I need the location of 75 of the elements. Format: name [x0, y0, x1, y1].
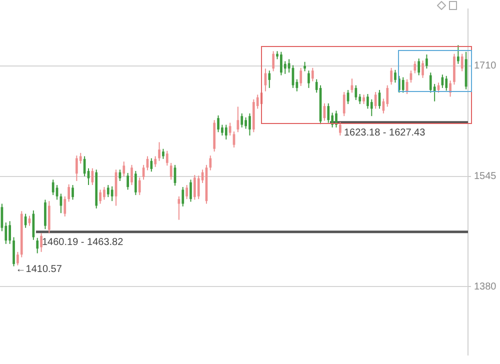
- candlestick: [335, 110, 338, 128]
- candlestick: [106, 184, 110, 198]
- candlestick: [418, 58, 420, 76]
- candlestick: [130, 164, 133, 186]
- candlestick: [68, 184, 70, 202]
- candlestick: [422, 60, 424, 78]
- candlestick: [170, 162, 172, 180]
- candlestick: [162, 148, 164, 160]
- candlestick: [182, 186, 184, 207]
- candlestick: [240, 112, 244, 128]
- candlestick: [178, 196, 180, 220]
- band-label: 1460.19 - 1463.82: [42, 236, 124, 248]
- candlestick: [414, 60, 416, 74]
- candlestick: [16, 251, 19, 266]
- candlestick: [44, 199, 46, 230]
- candlestick: [386, 84, 389, 108]
- candlestick: [158, 142, 160, 162]
- candlestick: [370, 98, 373, 117]
- candlestick: [72, 184, 74, 200]
- candlestick: [166, 150, 168, 166]
- candlestick: [197, 175, 200, 200]
- candlestick: [193, 174, 196, 200]
- candlestick: [52, 179, 54, 196]
- candlestick: [394, 69, 396, 84]
- candlestick: [122, 161, 126, 177]
- y-tick-label: 1380: [474, 281, 497, 292]
- candlestick: [366, 93, 369, 110]
- candlestick: [138, 177, 141, 196]
- candlestick: [36, 237, 39, 254]
- candlestick: [426, 54, 428, 70]
- annotation: ←1410.57: [16, 264, 62, 276]
- candlestick: [103, 186, 106, 200]
- candlestick: [244, 116, 247, 130]
- candlestick: [248, 112, 251, 136]
- candlestick: [327, 102, 330, 124]
- candlestick: [304, 61, 306, 72]
- candlestick: [12, 236, 15, 267]
- candlestick: [134, 170, 137, 196]
- candlestick: [150, 158, 153, 172]
- candlestick: [402, 76, 404, 94]
- candlestick: [300, 67, 302, 86]
- candlestick: [280, 51, 282, 76]
- candlestick: [390, 67, 392, 86]
- candlestick: [64, 196, 66, 217]
- candlestick: [110, 186, 114, 202]
- candlestick: [456, 44, 460, 64]
- candlestick: [8, 220, 12, 244]
- candlestick: [362, 94, 365, 105]
- candlestick: [339, 122, 342, 136]
- y-tick-label: 1710: [474, 60, 497, 72]
- candlestick: [99, 189, 102, 204]
- candlestick: [354, 84, 358, 101]
- candlestick: [342, 91, 346, 117]
- candlestick: [217, 114, 220, 133]
- candlestick: [209, 155, 212, 171]
- candlestick: [449, 80, 452, 98]
- candlestick: [91, 168, 94, 186]
- y-tick-label: 1545: [474, 171, 497, 182]
- candlestick: [190, 179, 192, 202]
- candlestick: [429, 72, 432, 94]
- candlestick: [268, 70, 271, 88]
- band-label: 1623.18 - 1627.43: [344, 128, 426, 139]
- candlestick: [186, 184, 188, 200]
- candlestick: [311, 67, 314, 82]
- candlestick: [154, 156, 157, 168]
- candlestick: [224, 124, 228, 140]
- candlestick: [308, 70, 310, 88]
- candlestick: [272, 50, 275, 72]
- candlestick: [460, 53, 464, 72]
- candlestick: [32, 210, 35, 240]
- candlestick: [76, 155, 78, 182]
- candlestick: [126, 172, 129, 190]
- candlestick: [374, 91, 377, 110]
- candlestick: [40, 232, 42, 252]
- candlestick: [445, 75, 448, 92]
